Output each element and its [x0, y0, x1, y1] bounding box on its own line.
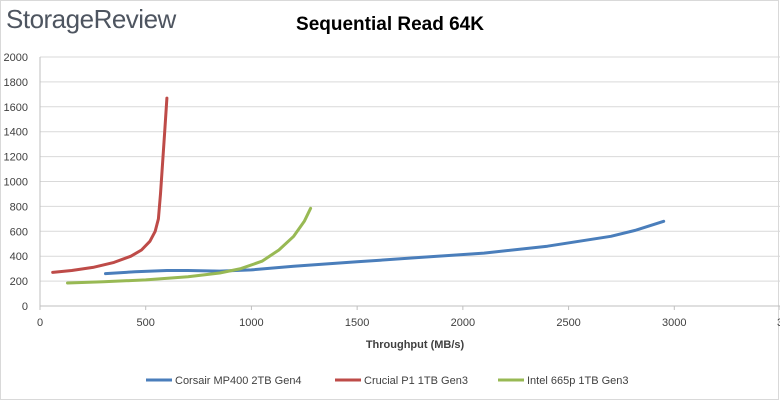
x-tick-label: 1000	[239, 317, 263, 329]
x-tick-label: 0	[37, 317, 43, 329]
y-tick-label: 1600	[4, 102, 28, 114]
legend: Corsair MP400 2TB Gen4 Crucial P1 1TB Gen…	[146, 375, 629, 387]
y-tick-label: 800	[10, 201, 28, 213]
y-tick-label: 600	[10, 226, 28, 238]
legend-entry: Corsair MP400 2TB Gen4	[175, 375, 302, 387]
x-tick-label: 3	[777, 317, 780, 329]
series-lines	[51, 96, 666, 285]
y-tick-label: 1200	[4, 152, 28, 164]
y-tick-label: 1400	[4, 127, 28, 139]
y-tick-label: 1000	[4, 177, 28, 189]
chart-title: Sequential Read 64K	[296, 14, 484, 35]
y-tick-label: 400	[10, 251, 28, 263]
y-tick-labels: 0 200 400 600 800 1000 1200 1400 1600 1800 2000	[4, 52, 28, 313]
series-line-3	[66, 206, 313, 285]
x-tick-label: 3000	[662, 317, 686, 329]
legend-entry: Intel 665p 1TB Gen3	[527, 375, 629, 387]
y-tick-label: 0	[22, 301, 28, 313]
axes	[39, 57, 780, 307]
x-tick-label: 2000	[451, 317, 475, 329]
storagereview-logo: StorageReview	[6, 4, 176, 34]
series-line-2	[51, 96, 169, 274]
gridlines	[40, 56, 780, 282]
legend-entry: Crucial P1 1TB Gen3	[364, 375, 468, 387]
x-tick-label: 500	[137, 317, 155, 329]
x-tick-label: 2500	[556, 317, 580, 329]
y-tick-label: 200	[10, 276, 28, 288]
y-tick-label: 1800	[4, 77, 28, 89]
x-axis-title: Throughput (MB/s)	[366, 339, 465, 351]
x-tick-label: 1500	[345, 317, 369, 329]
x-tick-labels: 0 500 1000 1500 2000 2500 3000 3	[37, 306, 780, 329]
y-tick-label: 2000	[4, 52, 28, 64]
series-line-1	[104, 219, 666, 276]
